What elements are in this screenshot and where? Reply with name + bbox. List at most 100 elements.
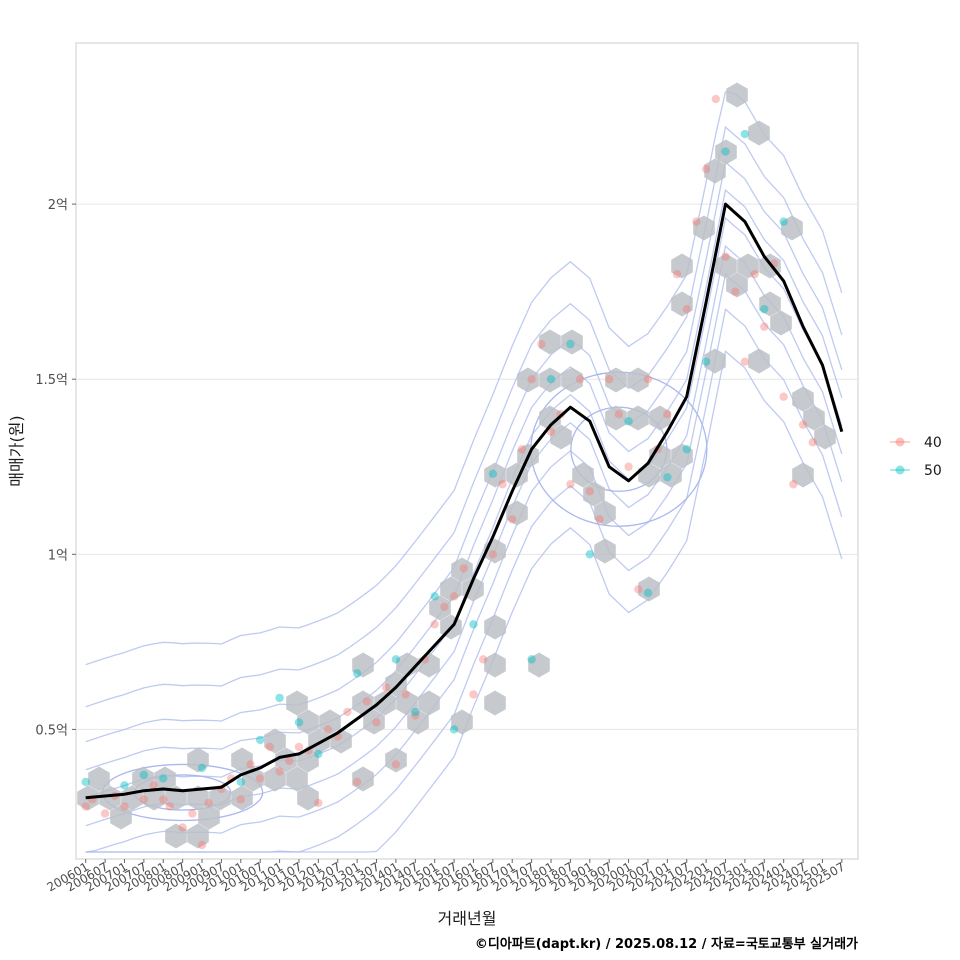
scatter-point-40 — [789, 480, 798, 489]
hexbin — [484, 690, 506, 716]
scatter-point-50 — [352, 669, 362, 678]
scatter-point-50 — [624, 417, 633, 426]
hexbin — [132, 766, 154, 792]
hexbin — [110, 804, 132, 830]
hexbin — [484, 652, 506, 678]
hexbin — [627, 405, 649, 431]
hexbin — [539, 405, 561, 431]
hexbin — [429, 595, 451, 621]
scatter-point-40 — [614, 410, 624, 419]
scatter-point-40 — [411, 711, 420, 720]
hexbin — [671, 291, 693, 317]
scatter-point-50 — [701, 357, 711, 366]
scatter-point-50 — [721, 147, 730, 156]
hexbin — [704, 158, 726, 184]
scatter-point-40 — [178, 823, 187, 832]
scatter-point-40 — [139, 795, 149, 804]
hexbin — [770, 310, 792, 336]
legend-label: 40 — [924, 435, 942, 451]
scatter-point-40 — [343, 707, 352, 717]
hexbin — [550, 424, 572, 450]
hexbin — [165, 823, 187, 849]
hexbin — [374, 690, 396, 716]
scatter-point-40 — [188, 809, 197, 818]
scatter-point-50 — [488, 469, 498, 478]
hexbin — [209, 785, 231, 811]
scatter-point-50 — [740, 129, 750, 139]
x-axis-title: 거래년월 — [438, 909, 497, 928]
scatter-point-50 — [449, 725, 459, 734]
scatter-point-50 — [275, 693, 284, 703]
hexbin — [572, 462, 594, 488]
scatter-point-50 — [120, 781, 129, 790]
hexbin — [286, 690, 308, 716]
scatter-point-40 — [634, 585, 643, 594]
hexbin — [726, 82, 748, 108]
legend: 40 50 — [890, 435, 942, 479]
hexbin — [286, 766, 308, 792]
hexbin — [528, 652, 550, 678]
hexbin — [539, 367, 561, 393]
scatter-point-50 — [527, 655, 536, 664]
hexbin — [352, 652, 374, 678]
hexbin — [605, 367, 627, 393]
hexbin — [484, 614, 506, 640]
scatter-point-40 — [498, 480, 507, 489]
scatter-point-50 — [566, 339, 575, 349]
scatter-point-40 — [255, 774, 265, 783]
hexbin — [297, 709, 319, 735]
hexbins — [77, 82, 836, 849]
y-tick-label: 0.5억 — [35, 723, 68, 738]
scatter-points — [81, 94, 817, 850]
hexbin — [781, 215, 803, 241]
hexbin — [627, 367, 649, 393]
hexbin — [297, 785, 319, 811]
hexbin — [187, 785, 209, 811]
hexbin — [561, 367, 583, 393]
scatter-point-40 — [585, 487, 594, 496]
legend-key-point — [895, 437, 905, 447]
scatter-point-40 — [692, 217, 701, 226]
scatter-point-40 — [149, 781, 158, 790]
legend-key-point — [895, 465, 905, 475]
scatter-point-40 — [275, 767, 284, 776]
hexbin — [363, 709, 385, 735]
hexbin — [154, 766, 176, 792]
scatter-point-40 — [527, 375, 536, 384]
caption: ©디아파트(dapt.kr) / 2025.08.12 / 자료=국토교통부 실… — [475, 936, 858, 952]
hexbin — [583, 481, 605, 507]
y-tick-label: 1억 — [48, 548, 68, 563]
scatter-point-40 — [81, 802, 90, 811]
hexbin — [352, 766, 374, 792]
scatter-point-40 — [459, 564, 468, 573]
scatter-point-50 — [663, 473, 672, 482]
hexbin — [671, 253, 693, 279]
hexbin — [319, 709, 341, 735]
scatter-point-40 — [440, 602, 449, 612]
hexbin — [231, 785, 253, 811]
hexbin — [407, 709, 429, 735]
moving-average-line — [85, 202, 844, 800]
scatter-point-40 — [236, 795, 246, 804]
hexbin — [385, 747, 407, 773]
hexbin — [440, 576, 462, 602]
scatter-point-50 — [81, 777, 90, 787]
plot-panel — [75, 42, 859, 860]
hexbin — [187, 747, 209, 773]
hexbin — [187, 823, 209, 849]
hexbin — [671, 443, 693, 469]
scatter-point-50 — [197, 763, 207, 773]
hexbin — [814, 424, 836, 450]
hexbin — [561, 329, 583, 355]
scatter-point-50 — [139, 770, 149, 780]
scatter-point-50 — [236, 777, 246, 787]
hexbin — [517, 367, 539, 393]
scatter-point-40 — [575, 375, 585, 384]
hexbin — [418, 690, 440, 716]
hexbin — [660, 462, 682, 488]
scatter-point-50 — [682, 445, 691, 454]
density-contour — [85, 160, 843, 743]
scatter-point-40 — [159, 795, 168, 804]
hexbin — [803, 405, 825, 431]
scatter-point-40 — [323, 725, 333, 734]
